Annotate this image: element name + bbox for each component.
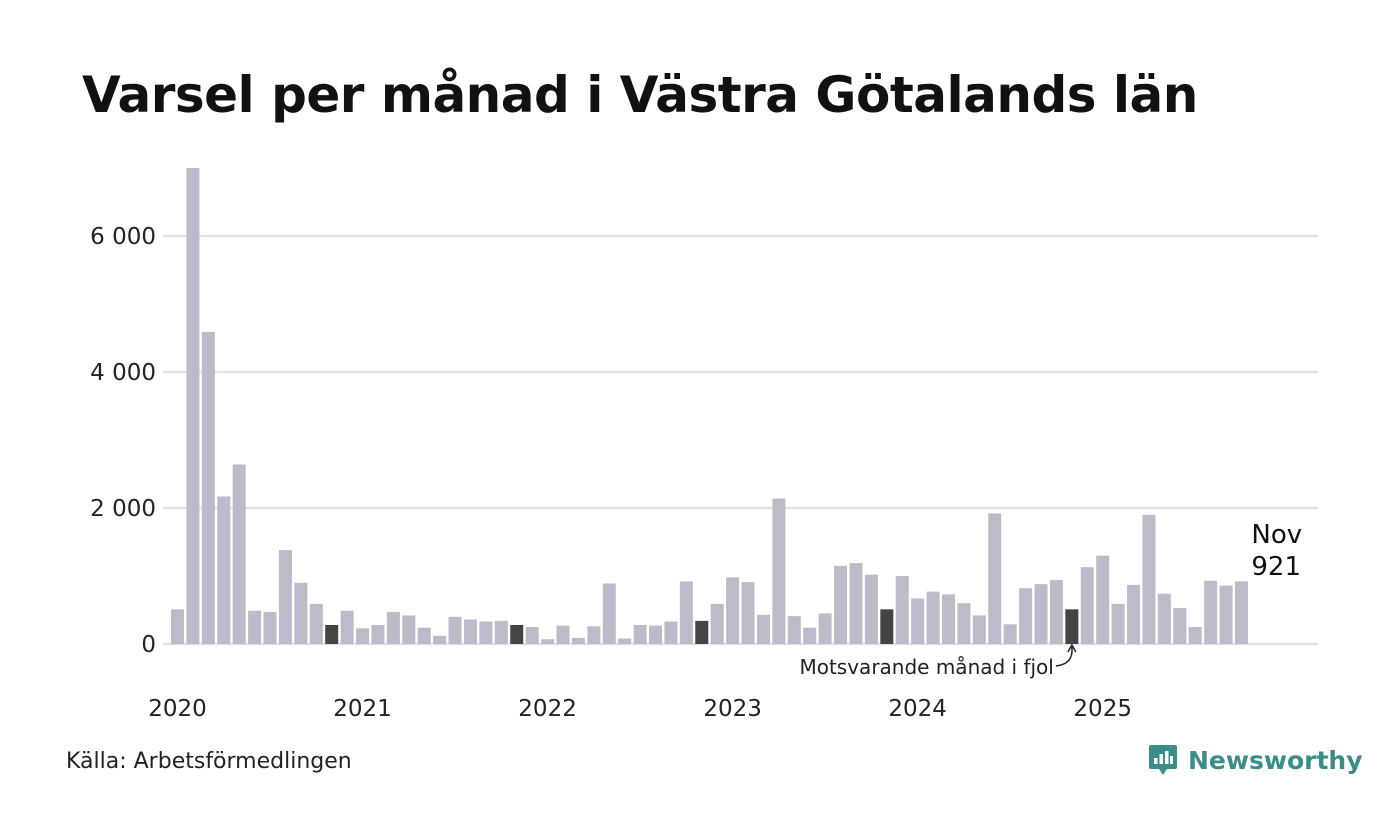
- bar: [834, 565, 848, 644]
- bar: [618, 638, 632, 644]
- bar: [710, 603, 724, 644]
- bar: [1219, 585, 1233, 644]
- y-axis-ticks: 0 2 000 4 000 6 000: [90, 224, 156, 658]
- bar: [803, 627, 817, 644]
- bar: [417, 627, 431, 644]
- bars: [171, 168, 1248, 644]
- annotation-previous-year: Motsvarande månad i fjol: [799, 655, 1053, 679]
- bar: [988, 513, 1002, 644]
- y-tick-label: 2 000: [90, 496, 156, 522]
- bar: [587, 626, 601, 644]
- bar: [911, 598, 925, 644]
- bar: [972, 615, 986, 644]
- bar: [248, 610, 262, 644]
- bar: [942, 594, 955, 644]
- bar: [371, 624, 385, 644]
- bar: [402, 615, 416, 644]
- bar: [1034, 584, 1048, 644]
- bar: [664, 621, 678, 644]
- x-tick-label: 2022: [518, 696, 577, 722]
- bar: [340, 610, 354, 644]
- current-month-value: 921: [1251, 552, 1301, 582]
- brand-logo: Newsworthy: [1148, 743, 1363, 777]
- bar: [448, 616, 462, 644]
- bar: [356, 628, 370, 644]
- bar: [217, 496, 231, 644]
- bar: [1173, 607, 1187, 644]
- bar: [1003, 624, 1017, 644]
- bar: [386, 612, 400, 644]
- source-label: Källa: Arbetsförmedlingen: [66, 749, 352, 774]
- bar-same-month: [510, 624, 524, 644]
- x-tick-label: 2023: [703, 696, 762, 722]
- bar: [1096, 555, 1110, 644]
- bar: [649, 625, 663, 644]
- bar: [957, 603, 971, 644]
- current-month-label: Nov: [1251, 520, 1302, 550]
- bar-same-month: [695, 620, 709, 644]
- bar: [1188, 627, 1202, 644]
- x-tick-label: 2024: [888, 696, 947, 722]
- bar: [864, 574, 878, 644]
- bar: [232, 464, 246, 644]
- bar: [895, 576, 909, 644]
- bar: [1127, 584, 1141, 644]
- bar: [1157, 593, 1171, 644]
- bar: [926, 591, 940, 644]
- bar: [1019, 588, 1033, 644]
- y-tick-label: 4 000: [90, 360, 156, 386]
- bar: [787, 616, 801, 644]
- x-tick-label: 2025: [1073, 696, 1132, 722]
- bar: [278, 550, 292, 644]
- bar: [263, 612, 277, 644]
- bar: [1111, 603, 1125, 644]
- x-axis-year-labels: 2020 2021 2022 2023 2024 2025: [148, 696, 1132, 722]
- bar: [756, 614, 770, 644]
- bar: [525, 627, 539, 644]
- annotation-arrowhead: [1067, 643, 1077, 653]
- bar: [479, 621, 493, 644]
- bar: [1234, 581, 1248, 644]
- bar: [571, 637, 585, 644]
- bar: [1080, 567, 1094, 644]
- bar: [556, 625, 570, 644]
- bar: [171, 609, 184, 644]
- y-tick-label: 6 000: [90, 224, 156, 250]
- y-tick-label: 0: [141, 632, 156, 658]
- bar: [463, 619, 477, 644]
- bar-same-month: [325, 624, 339, 644]
- bar: [541, 639, 555, 644]
- bar: [772, 498, 786, 644]
- bar: [309, 603, 323, 644]
- bar: [602, 583, 616, 644]
- x-tick-label: 2020: [148, 696, 207, 722]
- brand-name: Newsworthy: [1188, 745, 1363, 775]
- annotation-arrow: [1055, 646, 1073, 667]
- bar: [1204, 580, 1218, 644]
- bar: [1142, 514, 1156, 644]
- bar: [494, 620, 508, 644]
- bar: [849, 563, 863, 644]
- bar-same-month: [880, 609, 894, 644]
- bar: [726, 577, 740, 644]
- chart-title: Varsel per månad i Västra Götalands län: [82, 66, 1198, 124]
- bar-same-month: [1065, 609, 1079, 644]
- bar: [741, 582, 755, 644]
- x-tick-label: 2021: [333, 696, 392, 722]
- bar: [186, 168, 200, 644]
- bar: [818, 613, 832, 644]
- bar: [201, 331, 215, 644]
- bar: [433, 635, 447, 644]
- bar: [294, 582, 308, 644]
- gridlines: [163, 234, 1318, 646]
- newsworthy-logo-icon: [1149, 745, 1177, 775]
- bar: [633, 624, 647, 644]
- bar: [1049, 580, 1063, 644]
- bar: [679, 581, 693, 644]
